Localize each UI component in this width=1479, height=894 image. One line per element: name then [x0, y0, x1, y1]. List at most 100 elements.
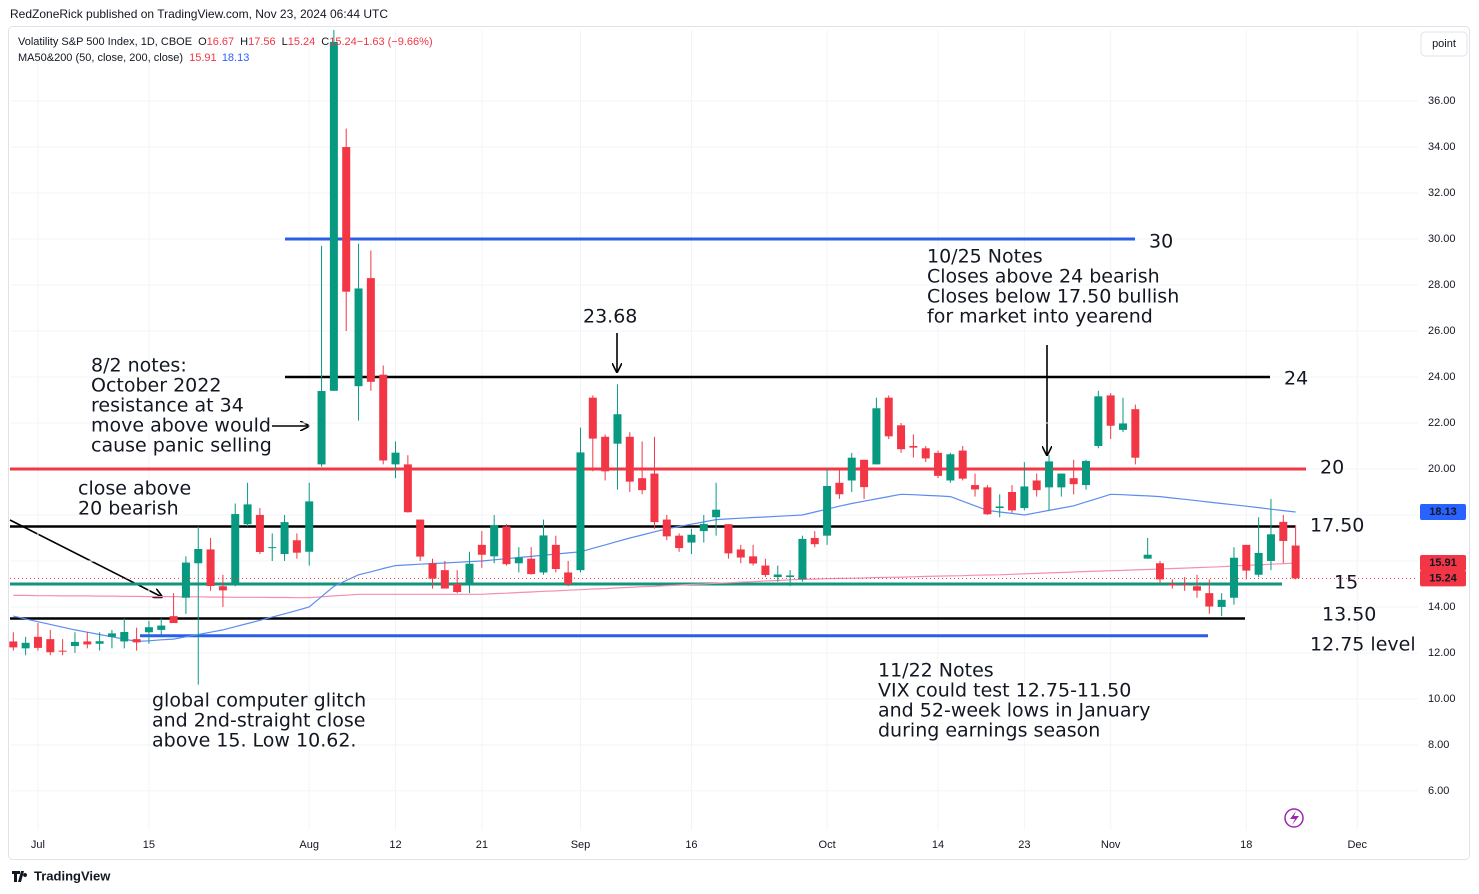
x-tick-label: Nov [1101, 839, 1121, 851]
candle-body [699, 523, 708, 532]
y-tick-label: 8.00 [1428, 739, 1449, 751]
x-tick-label: 14 [932, 839, 944, 851]
x-tick-label: Dec [1347, 839, 1367, 851]
candle [1180, 577, 1189, 591]
candle-body [292, 540, 301, 553]
candle [1032, 473, 1041, 497]
candle [366, 250, 375, 391]
annotation: close above [78, 478, 191, 500]
candle-body [95, 641, 104, 644]
quote-key: C [321, 36, 329, 48]
annotation: during earnings season [878, 720, 1100, 742]
indicator-legend: MA50&200 (50, close, 200, close) 15.91 18.… [18, 52, 249, 64]
candle [1069, 459, 1078, 495]
plot [9, 30, 1306, 685]
candle [773, 565, 782, 582]
candle-body [872, 408, 881, 465]
candle-body [860, 459, 869, 488]
candle [995, 494, 1004, 518]
candle-body [823, 485, 832, 536]
candle-body [403, 464, 412, 513]
candle-body [810, 537, 819, 545]
candle-body [194, 548, 203, 564]
annotation: 8/2 notes: [91, 355, 187, 377]
annotation: above 15. Low 10.62. [152, 730, 356, 752]
quote-key: L [282, 36, 288, 48]
quote-key: O [198, 36, 207, 48]
candle [588, 395, 597, 472]
candle [761, 558, 770, 578]
candle [934, 450, 943, 479]
moving-average [13, 562, 1296, 599]
symbol-title: Volatility S&P 500 Index, 1D, CBOE [18, 36, 192, 48]
candle [120, 618, 129, 649]
candle [1155, 560, 1164, 584]
y-tick-label: 30.00 [1428, 233, 1456, 245]
candle [218, 574, 227, 607]
y-tick-label: 14.00 [1428, 601, 1456, 613]
annotation: for market into yearend [927, 306, 1153, 328]
candle [1008, 485, 1017, 513]
candle [70, 632, 79, 653]
candle-body [280, 522, 289, 555]
candle-body [921, 448, 930, 459]
candle [169, 593, 178, 624]
candle-body [379, 374, 388, 461]
candle [971, 473, 980, 497]
x-tick-label: Jul [31, 839, 45, 851]
candle [527, 547, 536, 575]
annotation: move above would [91, 415, 271, 437]
candle-body [958, 450, 967, 479]
quote-value: 16.67 [207, 36, 235, 48]
candle [292, 533, 301, 559]
candle [329, 30, 338, 391]
candle-body [798, 538, 807, 580]
alert-icon[interactable] [1284, 808, 1304, 828]
candle [687, 528, 696, 555]
candle-body [305, 501, 314, 552]
candle-body [1168, 583, 1177, 586]
candle [1217, 593, 1226, 617]
candle-body [946, 454, 955, 481]
quote-key: H [240, 36, 248, 48]
candle-body [1180, 583, 1189, 585]
y-tick-label: 24.00 [1428, 371, 1456, 383]
scale-mode-button[interactable] [1420, 31, 1468, 57]
price-badge [1420, 555, 1466, 572]
level-label: 20 [1320, 457, 1344, 479]
x-tick-label: 16 [685, 839, 697, 851]
candle-body [724, 524, 733, 554]
candle-body [1279, 521, 1288, 541]
candle-body [1229, 557, 1238, 598]
candle [83, 632, 92, 649]
candle-body [1119, 423, 1127, 430]
candle-body [1143, 554, 1152, 559]
candle [268, 533, 277, 561]
level-label: 24 [1284, 368, 1308, 390]
candle [1205, 579, 1214, 614]
x-tick-label: 21 [476, 839, 488, 851]
y-tick-label: 12.00 [1428, 647, 1456, 659]
candle [823, 468, 832, 545]
candle [305, 482, 314, 566]
candle-body [514, 557, 523, 564]
candle-body [465, 563, 474, 584]
candle-body [1266, 534, 1275, 561]
x-tick-label: 18 [1240, 839, 1252, 851]
scale-mode-label[interactable]: point [1432, 38, 1456, 50]
candle [1168, 579, 1177, 589]
candle [58, 639, 67, 656]
candle-body [1057, 473, 1066, 488]
candle [280, 514, 289, 561]
candle-body [1106, 395, 1115, 426]
candle [662, 514, 671, 541]
candle-body [551, 544, 560, 570]
candle-body [576, 452, 585, 571]
candle-body [416, 519, 425, 557]
quote-value: 17.56 [248, 36, 276, 48]
x-tick-label: 23 [1018, 839, 1030, 851]
candle-body [835, 482, 844, 495]
x-tick-label: Oct [819, 839, 836, 851]
candle [1020, 462, 1029, 511]
quote-value: −1.63 (−9.66%) [357, 36, 433, 48]
